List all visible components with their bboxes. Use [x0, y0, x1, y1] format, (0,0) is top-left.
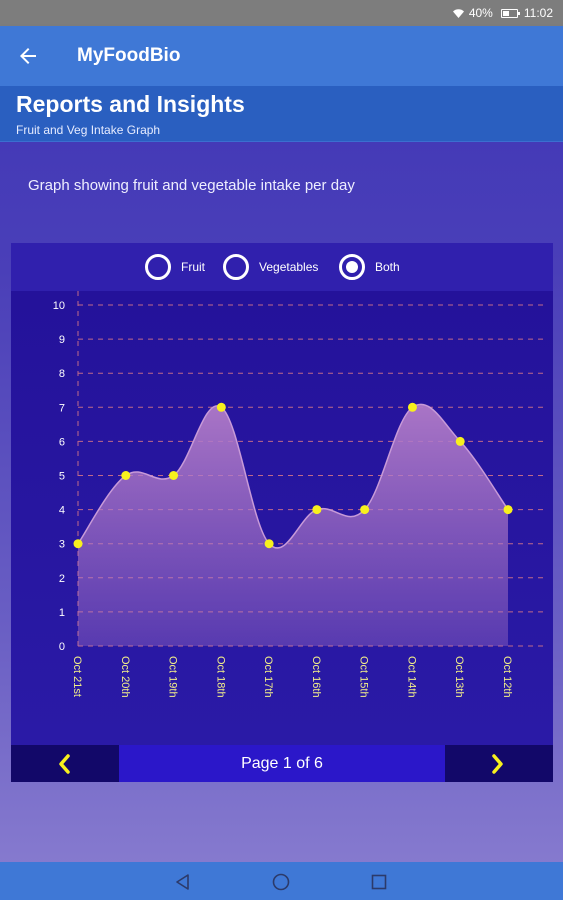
radio-fruit-label: Fruit — [181, 260, 205, 274]
next-page-button[interactable] — [445, 745, 553, 782]
data-point-1 — [121, 471, 131, 480]
system-nav-bar — [0, 862, 563, 900]
y-tick-label-8: 8 — [59, 368, 65, 380]
page-header: Reports and Insights Fruit and Veg Intak… — [0, 86, 563, 142]
area-fill — [78, 404, 508, 646]
data-point-4 — [264, 539, 274, 549]
intake-chart: 0 1 2 3 4 5 6 7 8 9 10 Oct 21st Oct 20th Oct 19th Oct … — [11, 291, 553, 745]
y-tick-label-2: 2 — [59, 573, 65, 585]
home-circle-icon[interactable] — [272, 873, 290, 891]
pager: Page 1 of 6 — [11, 745, 553, 782]
radio-vegetables-label: Vegetables — [259, 260, 319, 274]
y-tick-label-7: 7 — [59, 402, 65, 414]
app-title: MyFoodBio — [77, 45, 181, 66]
wifi-icon — [452, 8, 464, 18]
y-tick-label-10: 10 — [53, 300, 65, 312]
y-tick-label-6: 6 — [59, 436, 65, 448]
radio-both-circle[interactable] — [339, 254, 365, 280]
chevron-left-icon — [59, 754, 70, 774]
data-point-5 — [312, 505, 322, 515]
x-tick-label-2: Oct 19th — [167, 656, 179, 698]
y-tick-label-5: 5 — [59, 471, 65, 483]
radio-vegetables-circle[interactable] — [223, 254, 249, 280]
x-tick-label-6: Oct 15th — [358, 656, 370, 698]
data-point-6 — [360, 505, 370, 515]
battery-percent: 40% — [468, 6, 493, 20]
arrow-left-icon[interactable] — [16, 44, 40, 68]
recents-square-icon[interactable] — [370, 873, 388, 891]
y-tick-label-1: 1 — [59, 607, 65, 619]
x-tick-label-0: Oct 21st — [71, 656, 83, 697]
y-tick-label-0: 0 — [59, 641, 65, 653]
x-tick-label-8: Oct 13th — [453, 656, 465, 698]
status-bar: 40% 11:02 — [0, 0, 563, 26]
x-tick-label-1: Oct 20th — [119, 656, 131, 698]
radio-both-label: Both — [375, 260, 400, 274]
y-tick-label-9: 9 — [59, 334, 65, 346]
battery-icon — [500, 8, 520, 18]
x-tick-label-7: Oct 14th — [405, 656, 417, 698]
x-tick-label-4: Oct 17th — [262, 656, 274, 698]
data-point-3 — [216, 402, 226, 412]
graph-description: Graph showing fruit and vegetable intake… — [28, 177, 355, 194]
radio-fruit-circle[interactable] — [145, 254, 171, 280]
intake-chart-svg: 0 1 2 3 4 5 6 7 8 9 10 Oct 21st Oct 20th Oct 19th Oct … — [53, 291, 543, 698]
page-indicator: Page 1 of 6 — [119, 745, 445, 782]
page-label: Page 1 of 6 — [241, 754, 323, 772]
filter-radio-group: Fruit Vegetables Both — [11, 243, 553, 291]
data-point-8 — [455, 436, 465, 446]
app-bar: MyFoodBio — [0, 26, 563, 86]
page-subtitle: Fruit and Veg Intake Graph — [16, 123, 161, 137]
chevron-right-icon — [492, 754, 503, 774]
x-tick-label-3: Oct 18th — [214, 656, 226, 698]
radio-fruit[interactable]: Fruit — [145, 254, 205, 280]
page-title: Reports and Insights — [16, 91, 245, 117]
y-tick-label-4: 4 — [59, 505, 65, 517]
data-point-7 — [407, 402, 417, 412]
graph-panel: Fruit Vegetables Both 0 1 2 3 4 5 6 7 8 9 10 Oct 21… — [11, 243, 553, 782]
x-tick-label-9: Oct 12th — [501, 656, 513, 698]
clock: 11:02 — [523, 6, 553, 20]
radio-vegetables[interactable]: Vegetables — [223, 254, 318, 280]
area-line — [77, 403, 509, 549]
status-icons: 40% 11:02 — [452, 6, 553, 20]
x-tick-label-5: Oct 16th — [310, 656, 322, 698]
y-tick-label-3: 3 — [59, 539, 65, 551]
data-point-2 — [169, 471, 179, 480]
data-point-0 — [73, 539, 83, 549]
previous-page-button[interactable] — [11, 745, 119, 782]
radio-both[interactable]: Both — [339, 254, 400, 280]
back-triangle-icon[interactable] — [174, 873, 192, 891]
data-point-9 — [503, 505, 513, 515]
